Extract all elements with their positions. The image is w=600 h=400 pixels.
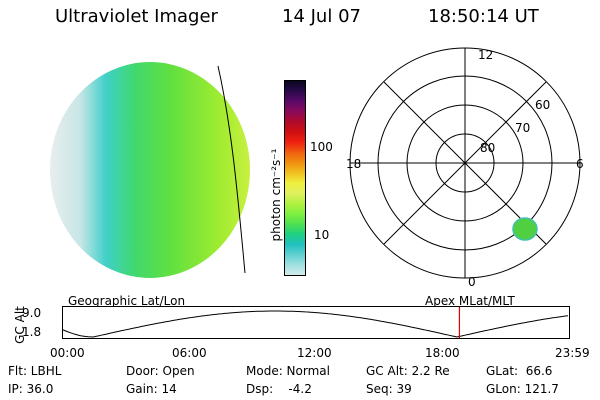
altitude-plot <box>62 306 570 339</box>
altitude-ymax: 9.0 <box>22 306 42 320</box>
apex-caption: Apex MLat/MLT <box>425 294 515 308</box>
polar-axis-diag2 <box>383 81 547 245</box>
info-ip: IP: 36.0 <box>8 382 54 396</box>
geographic-image <box>50 62 250 278</box>
altitude-ymin: 1.8 <box>22 325 42 339</box>
info-gain: Gain: 14 <box>126 382 177 396</box>
polar-plot: 12 0 18 6 60 70 80 <box>346 47 584 289</box>
lat-label-80: 80 <box>480 141 495 155</box>
auroral-emission-spot <box>512 217 538 241</box>
time-tick-1200: 12:00 <box>297 346 332 360</box>
info-glon: GLon: 121.7 <box>486 382 559 396</box>
info-seq: Seq: 39 <box>366 382 412 396</box>
altitude-curve <box>62 310 569 338</box>
time-tick-2359: 23:59 <box>555 346 590 360</box>
lat-label-70: 70 <box>515 121 530 135</box>
altitude-plot-frame <box>62 306 570 339</box>
colorbar-gradient <box>285 81 305 275</box>
time-label: 18:50:14 UT <box>428 6 539 27</box>
instrument-title: Ultraviolet Imager <box>55 6 218 27</box>
mlt-label-6: 6 <box>576 157 584 171</box>
colorbar-tick-10: 10 <box>314 228 330 242</box>
mlt-label-0: 0 <box>468 275 476 289</box>
lat-label-60: 60 <box>535 98 550 112</box>
info-dsp: Dsp: -4.2 <box>246 382 312 396</box>
mlt-label-18: 18 <box>346 157 361 171</box>
info-mode: Mode: Normal <box>246 364 330 378</box>
info-gcalt: GC Alt: 2.2 Re <box>366 364 450 378</box>
colorbar <box>284 80 306 276</box>
time-tick-1800: 18:00 <box>425 346 460 360</box>
geographic-caption: Geographic Lat/Lon <box>68 294 186 308</box>
mlt-label-12: 12 <box>478 48 493 62</box>
info-glat: GLat: 66.6 <box>486 364 553 378</box>
colorbar-tick-100: 100 <box>310 140 333 154</box>
info-flt: Flt: LBHL <box>8 364 62 378</box>
uv-globe-disc <box>50 62 250 278</box>
date-label: 14 Jul 07 <box>282 6 361 27</box>
time-tick-0000: 00:00 <box>50 346 85 360</box>
terminator-line <box>217 65 246 274</box>
time-tick-0600: 06:00 <box>172 346 207 360</box>
colorbar-label: photon cm⁻²s⁻¹ <box>269 148 283 242</box>
info-door: Door: Open <box>126 364 195 378</box>
